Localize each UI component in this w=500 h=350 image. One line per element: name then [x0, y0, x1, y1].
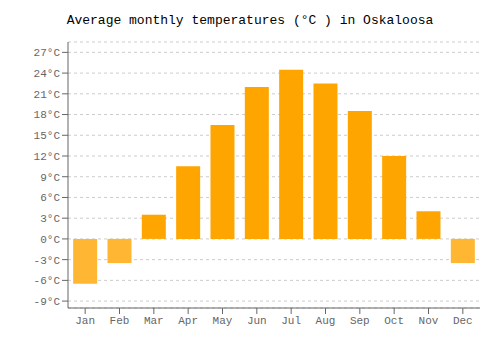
svg-text:12°C: 12°C — [34, 151, 61, 163]
svg-text:6°C: 6°C — [40, 192, 60, 204]
html-text:Average monthly temperatures (: Average monthly temperatures (°C ) in Os… — [66, 13, 434, 28]
svg-text:0°C: 0°C — [40, 234, 60, 246]
svg-text:Dec: Dec — [453, 315, 473, 327]
svg-text:Feb: Feb — [110, 315, 130, 327]
svg-text:Sep: Sep — [350, 315, 370, 327]
svg-text:-3°C: -3°C — [34, 255, 61, 267]
svg-text:Nov: Nov — [419, 315, 439, 327]
svg-text:Mar: Mar — [144, 315, 164, 327]
svg-text:3°C: 3°C — [40, 213, 60, 225]
svg-text:Apr: Apr — [178, 315, 198, 327]
svg-text:9°C: 9°C — [40, 172, 60, 184]
svg-text:Jan: Jan — [75, 315, 95, 327]
svg-text:21°C: 21°C — [34, 89, 61, 101]
svg-text:24°C: 24°C — [34, 68, 61, 80]
svg-text:-6°C: -6°C — [34, 275, 61, 287]
svg-text:27°C: 27°C — [34, 47, 61, 59]
svg-text:Jun: Jun — [247, 315, 267, 327]
svg-text:-9°C: -9°C — [34, 296, 61, 308]
svg-text:Aug: Aug — [316, 315, 336, 327]
svg-text:15°C: 15°C — [34, 130, 61, 142]
svg-text:Jul: Jul — [281, 315, 301, 327]
svg-text:Oct: Oct — [384, 315, 404, 327]
svg-text:May: May — [213, 315, 233, 327]
svg-text:18°C: 18°C — [34, 109, 61, 121]
